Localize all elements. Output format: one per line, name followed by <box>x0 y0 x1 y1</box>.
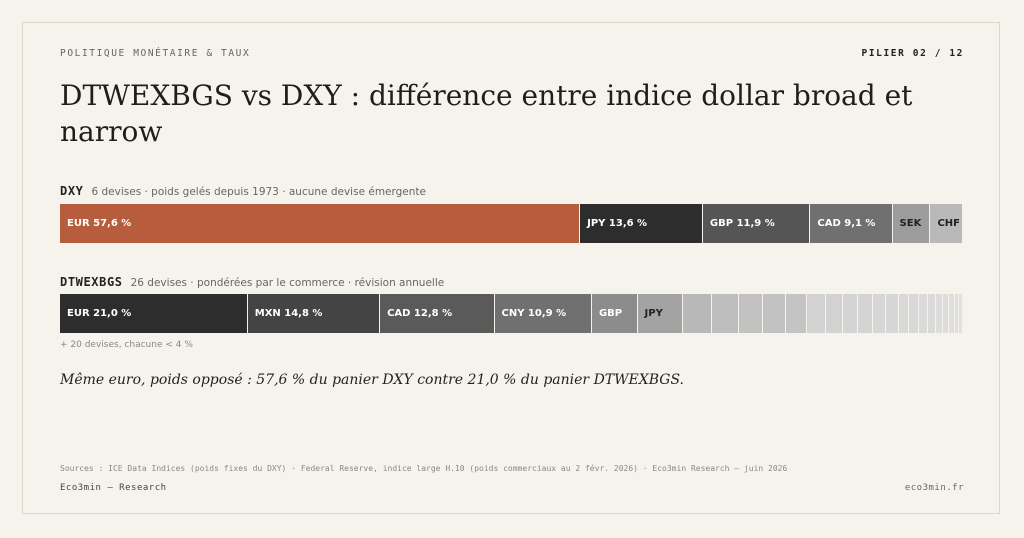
bar-heading: DXY 6 devises · poids gelés depuis 1973 ·… <box>60 180 426 199</box>
segment-label: JPY 13,6 % <box>587 218 648 229</box>
bar-heading: DTWEXBGS 26 devises · pondérées par le co… <box>60 271 444 290</box>
bar-segment <box>898 294 910 333</box>
bar-segment <box>936 294 944 333</box>
card <box>22 22 1000 514</box>
bar-segment <box>919 294 928 333</box>
segment-label: CAD 12,8 % <box>387 308 453 319</box>
bar-segment: EUR 21,0 % <box>60 294 248 333</box>
bar-segment <box>928 294 937 333</box>
bar-segment <box>711 294 739 333</box>
segment-label: JPY <box>644 308 663 319</box>
bar-description: 26 devises · pondérées par le commerce ·… <box>130 277 445 289</box>
bar-segment: CAD 9,1 % <box>810 204 893 243</box>
bar-segment: MXN 14,8 % <box>247 294 381 333</box>
site: eco3min.fr <box>904 483 964 493</box>
bar-segment <box>683 294 712 333</box>
kicker: POLITIQUE MONÉTAIRE & TAUX <box>60 48 251 59</box>
bar-name: DTWEXBGS <box>60 275 123 289</box>
stacked-bar: EUR 57,6 % JPY 13,6 % GBP 11,9 % CAD 9,1 % S… <box>60 204 963 243</box>
page-number: PILIER 02 / 12 <box>861 48 964 59</box>
brand: Eco3min — Research <box>60 483 167 493</box>
bar-segment: SEK <box>892 204 931 243</box>
bar-segment <box>943 294 950 333</box>
bar-segment <box>909 294 920 333</box>
segment-label: SEK <box>899 218 922 229</box>
bar-segment <box>826 294 844 333</box>
bar-segment <box>762 294 786 333</box>
bar-segment <box>959 294 963 333</box>
bar-segment <box>785 294 808 333</box>
sources: Sources : ICE Data Indices (poids fixes … <box>60 464 788 473</box>
bar-segment <box>843 294 859 333</box>
bar-segment <box>807 294 827 333</box>
title: DTWEXBGS vs DXY : différence entre indic… <box>60 79 913 148</box>
segment-label: GBP <box>598 308 623 319</box>
bar-segment: GBP 11,9 % <box>702 204 811 243</box>
caption: Même euro, poids opposé : 57,6 % du pani… <box>60 372 684 388</box>
segment-label: CAD 9,1 % <box>817 218 876 229</box>
bar-segment: CHF <box>930 204 963 243</box>
bar-segment <box>954 294 960 333</box>
bar-segment <box>738 294 763 333</box>
stacked-bar: EUR 21,0 % MXN 14,8 % CAD 12,8 % CNY 10,9 %… <box>60 294 963 333</box>
segment-label: EUR 57,6 % <box>67 218 132 229</box>
bar-segment <box>872 294 886 333</box>
bar-segment <box>886 294 899 333</box>
bar-segment: JPY 13,6 % <box>580 204 703 243</box>
segment-label: EUR 21,0 % <box>67 308 132 319</box>
bar-segment: EUR 57,6 % <box>60 204 581 243</box>
bar-description: 6 devises · poids gelés depuis 1973 · au… <box>91 186 426 198</box>
bar-segment: CNY 10,9 % <box>494 294 592 333</box>
bar-segment: GBP <box>591 294 638 333</box>
segment-label: CNY 10,9 % <box>501 308 567 319</box>
bar-segment <box>858 294 873 333</box>
bar-segment: JPY <box>637 294 684 333</box>
note: + 20 devises, chacune < 4 % <box>60 340 193 350</box>
segment-label: MXN 14,8 % <box>254 308 323 319</box>
bar-segment <box>949 294 955 333</box>
segment-label: CHF <box>937 218 961 229</box>
segment-label: GBP 11,9 % <box>709 218 775 229</box>
bar-segment: CAD 12,8 % <box>380 294 495 333</box>
bar-name: DXY <box>60 184 84 198</box>
